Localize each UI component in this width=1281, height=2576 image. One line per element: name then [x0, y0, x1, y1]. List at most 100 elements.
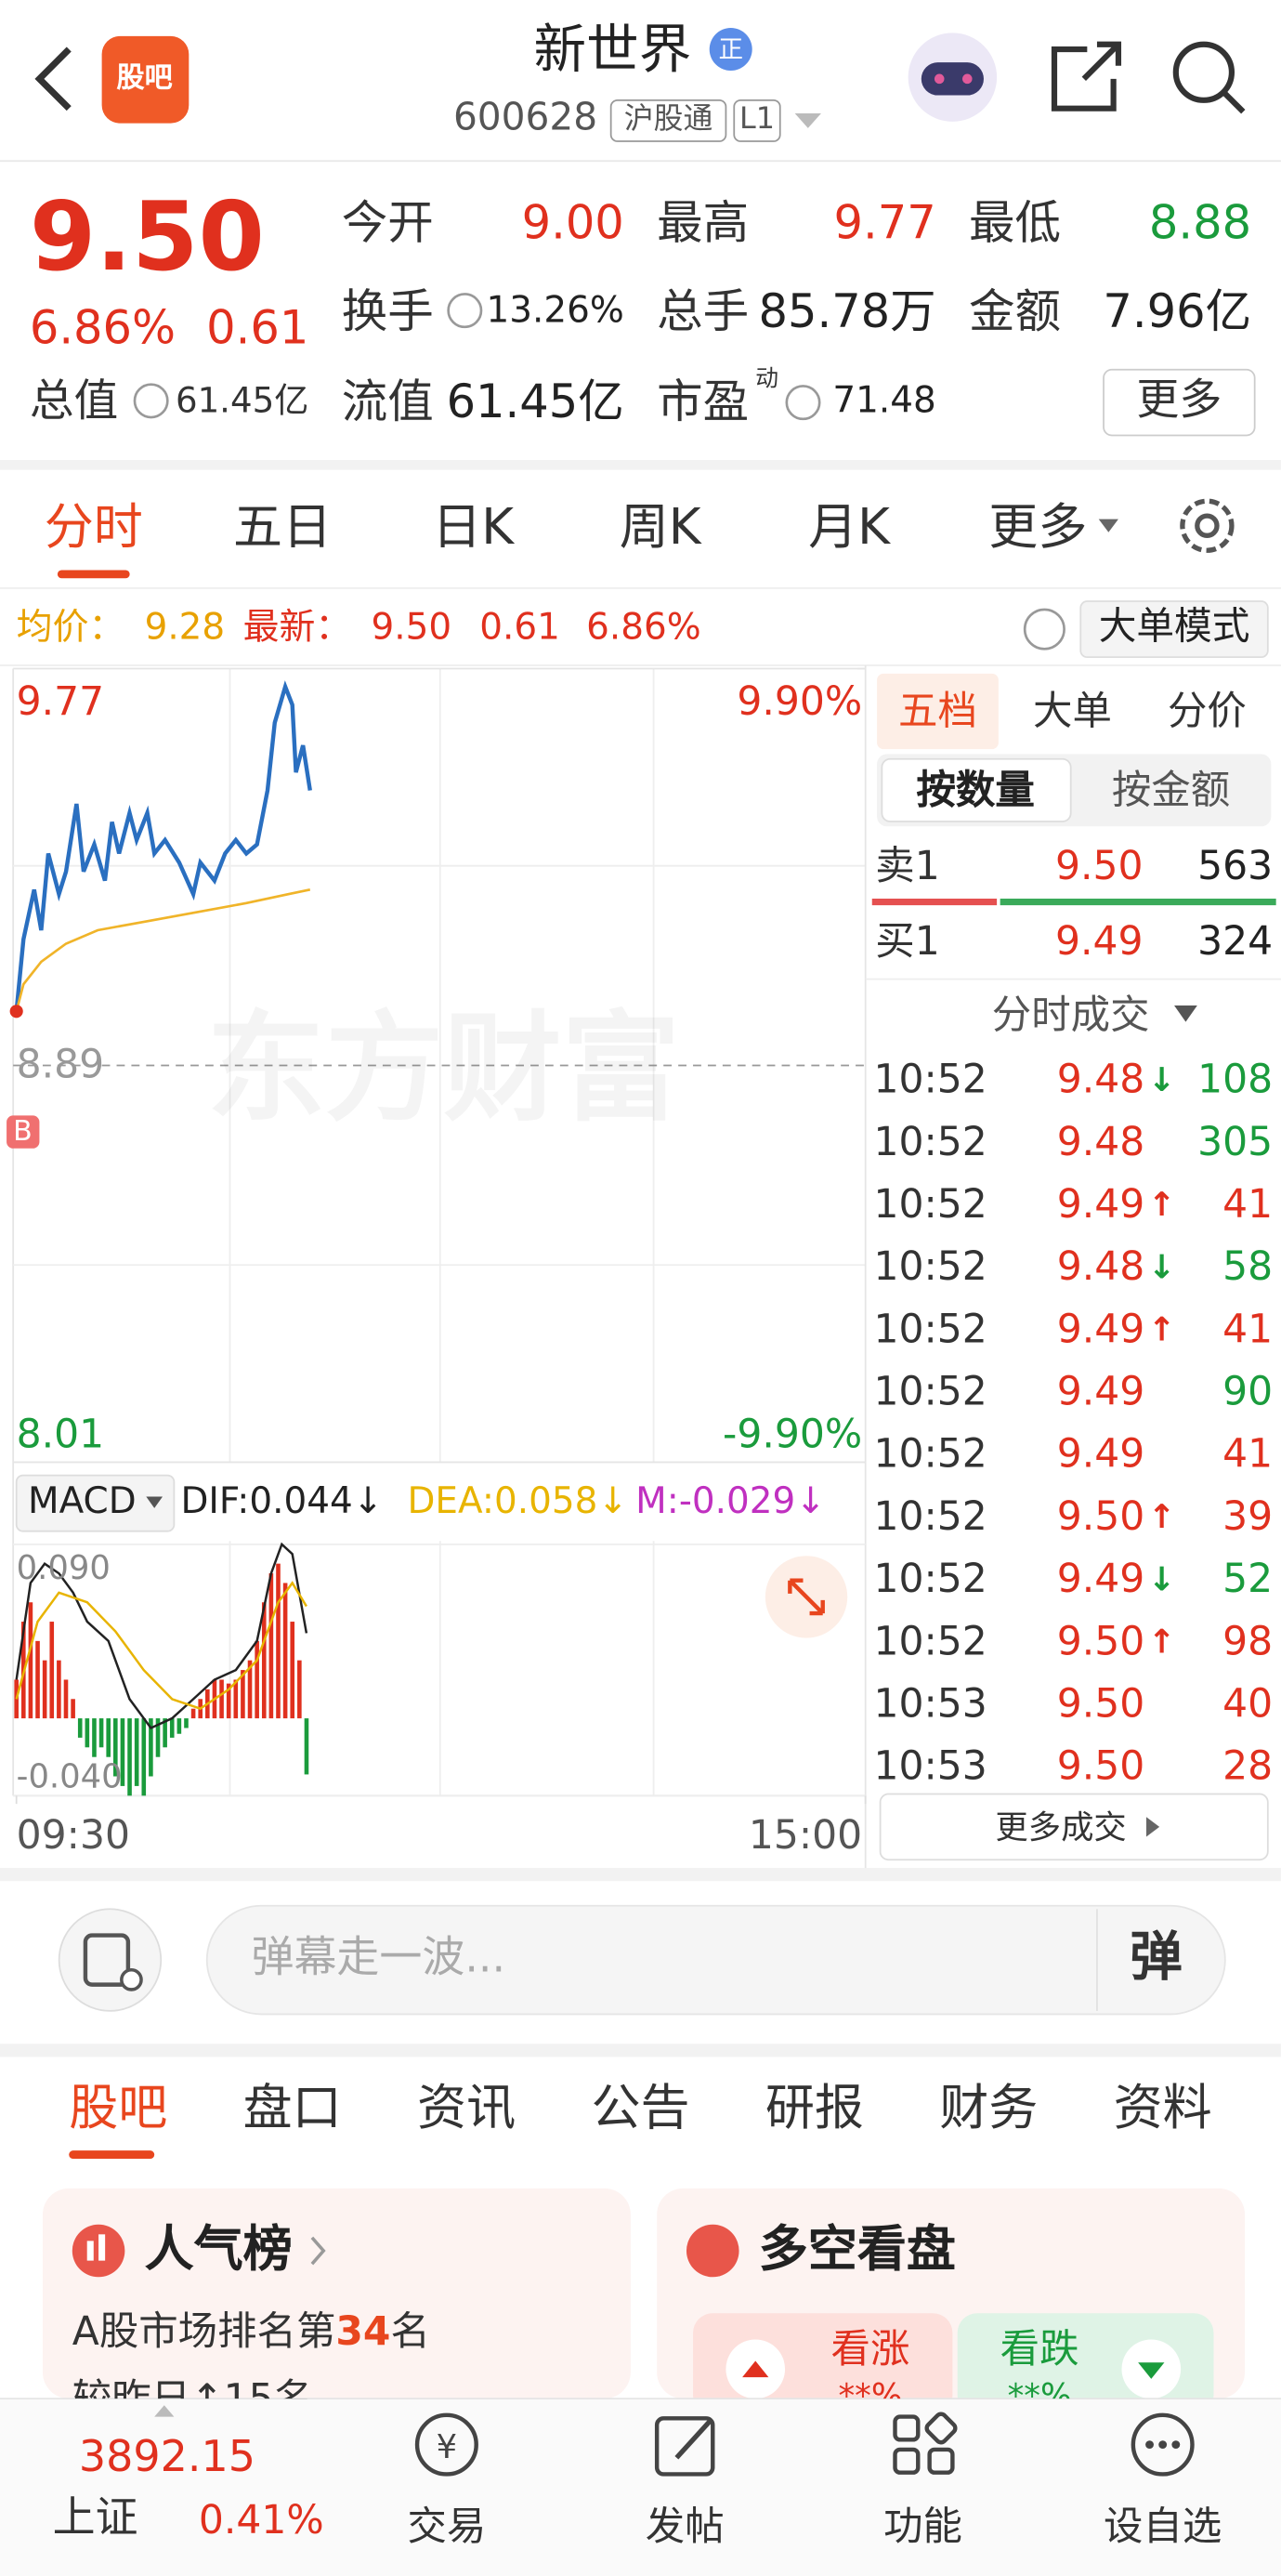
book-tab[interactable]: 五档	[898, 688, 977, 734]
trade-time: 10:52	[873, 1617, 987, 1664]
nav-item[interactable]: 设自选	[1104, 2503, 1222, 2550]
dea-line	[15, 1581, 307, 1710]
macd-bar	[226, 1683, 231, 1719]
trade-icon[interactable]	[414, 2412, 478, 2477]
toggle-active	[881, 757, 1072, 822]
mode-button-label[interactable]: 大单模式	[1098, 606, 1250, 650]
post-icon[interactable]	[654, 2416, 715, 2477]
more-button-label[interactable]: 更多	[1136, 376, 1222, 427]
macd-bar	[233, 1679, 239, 1719]
info-item: 均价：	[16, 607, 125, 649]
macd-bar	[149, 1718, 153, 1777]
indicator-select[interactable]	[15, 1474, 176, 1532]
func-icon	[924, 2412, 958, 2445]
section-tab[interactable]: 公告	[591, 2080, 690, 2138]
trade-arrow: ↓	[1147, 1558, 1176, 1599]
tag-box	[609, 99, 727, 142]
trade-time: 10:52	[873, 1492, 987, 1539]
chart-tab[interactable]: 分时	[44, 499, 143, 558]
robot-eye	[961, 73, 973, 85]
search-icon[interactable]	[1172, 41, 1235, 103]
section-tab[interactable]: 盘口	[242, 2080, 342, 2138]
stock-name: 新世界	[533, 18, 692, 81]
chart-tab[interactable]: 周K	[619, 499, 701, 558]
card-icon-bars	[98, 2234, 106, 2261]
func-icon[interactable]	[893, 2414, 921, 2442]
section-tab[interactable]: 资料	[1113, 2080, 1212, 2138]
trade-time: 10:52	[873, 1242, 987, 1290]
section-tab[interactable]: 资讯	[417, 2080, 516, 2138]
book-toggle[interactable]: 按数量	[916, 766, 1035, 813]
more-trades-button[interactable]	[879, 1793, 1269, 1861]
chart-tab[interactable]: 月K	[808, 499, 890, 558]
badge: 正	[718, 34, 743, 64]
active-tab-bg	[877, 673, 999, 750]
rank-change: 较昨日↑15名	[72, 2374, 314, 2399]
macd-bar	[184, 1718, 189, 1728]
comment-placeholder[interactable]: 弹幕走一波...	[251, 1934, 506, 1984]
section-tab[interactable]: 股吧	[69, 2080, 168, 2138]
macd-bar	[176, 1718, 182, 1734]
down-triangle	[1138, 2362, 1165, 2379]
info-item: 0.61	[479, 607, 560, 649]
macd-bar	[268, 1573, 274, 1719]
legend-item: DEA:0.058↓	[407, 1481, 628, 1523]
legend-item: M:-0.029↓	[635, 1481, 826, 1523]
separator	[0, 2044, 1281, 2057]
trade-price: 9.49	[1056, 1180, 1145, 1227]
indicator-name[interactable]: MACD	[28, 1481, 137, 1523]
chart-tab[interactable]: 更多	[988, 499, 1088, 558]
nav-item[interactable]: 交易	[407, 2503, 487, 2550]
robot-face	[921, 62, 984, 96]
post-icon-pen	[674, 2420, 712, 2460]
index-value[interactable]: 3892.15	[78, 2433, 255, 2483]
info-item: 9.28	[144, 607, 226, 649]
section-tab[interactable]: 研报	[765, 2080, 864, 2138]
up-triangle	[742, 2360, 769, 2378]
section-tab[interactable]: 财务	[939, 2080, 1039, 2138]
field-label: 金额	[969, 284, 1062, 339]
danmaku-button[interactable]: 弹	[1130, 1925, 1183, 1988]
trade-price: 9.48	[1056, 1118, 1145, 1164]
trade-volume: 305	[1197, 1118, 1274, 1164]
y-tick-label: 8.01	[16, 1410, 105, 1457]
macd-bar	[134, 1718, 139, 1786]
field-value: 61.45亿	[446, 375, 624, 429]
macd-bar	[247, 1660, 253, 1719]
book-toggle[interactable]: 按金额	[1111, 766, 1231, 813]
nav-item[interactable]: 功能	[883, 2503, 962, 2550]
share-icon[interactable]	[1051, 41, 1122, 112]
macd-bar	[120, 1718, 125, 1786]
trades-title[interactable]: 分时成交	[991, 992, 1150, 1038]
field-value: 9.77	[833, 195, 936, 251]
settings-icon[interactable]	[1180, 498, 1235, 553]
comment-input[interactable]	[205, 1904, 1226, 2016]
back-icon[interactable]	[34, 46, 72, 112]
trade-volume: 39	[1222, 1492, 1274, 1539]
book-tab[interactable]: 分价	[1167, 688, 1247, 734]
y2-tick-label: 9.90%	[737, 677, 863, 724]
chart-tab[interactable]: 日K	[432, 499, 515, 558]
stock-code: 600628	[452, 97, 598, 140]
info-icon	[447, 293, 483, 329]
trade-price: 9.50	[1056, 1617, 1145, 1664]
field-value: 61.45亿	[175, 381, 309, 422]
card[interactable]	[42, 2188, 631, 2399]
trade-volume: 108	[1197, 1056, 1274, 1102]
cards: 人气榜 A股市场排名第34名 较昨日↑15名 多空看盘 看涨 **% 看跌 **%	[72, 2221, 1079, 2399]
logo-bg	[101, 35, 190, 124]
more-button[interactable]	[1103, 368, 1256, 437]
more-trades-label[interactable]: 更多成交	[995, 1807, 1127, 1847]
func-icon	[893, 2447, 921, 2475]
field-value: 13.26%	[486, 290, 624, 332]
nav-item[interactable]: 发帖	[645, 2503, 725, 2550]
help-icon[interactable]	[1023, 608, 1065, 651]
index-change: 0.41%	[198, 2496, 324, 2543]
watch-icon[interactable]	[1131, 2412, 1195, 2477]
trade-price: 9.49	[1056, 1367, 1145, 1414]
book-tab[interactable]: 大单	[1033, 688, 1112, 734]
chart-tab[interactable]: 五日	[233, 499, 333, 558]
y2-tick-label: -9.90%	[723, 1410, 863, 1457]
field-label: 总手	[657, 284, 750, 339]
